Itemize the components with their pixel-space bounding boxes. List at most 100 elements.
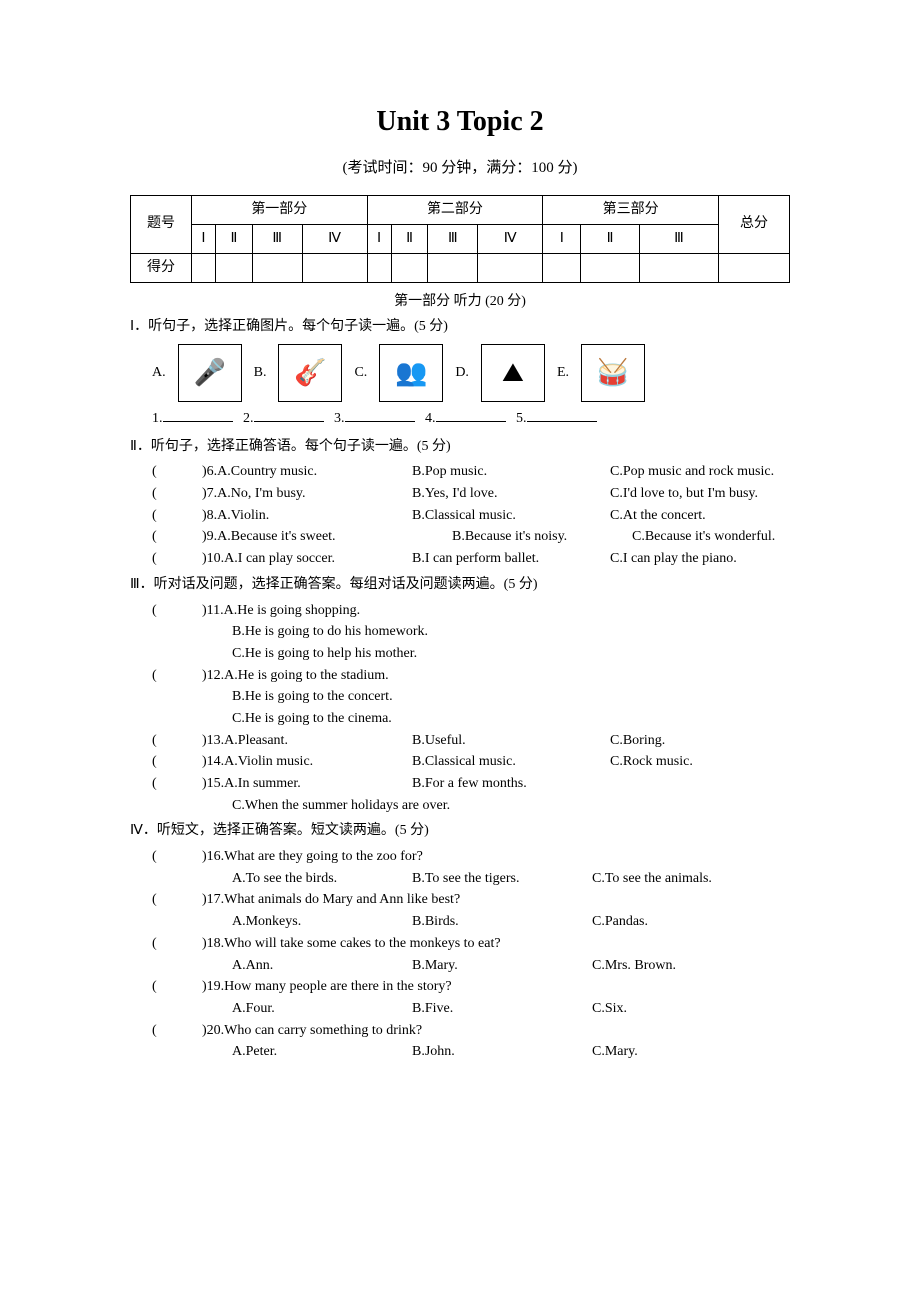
q19-opts: A.Four. B.Five. C.Six. bbox=[232, 998, 790, 1020]
score-sub: Ⅳ bbox=[302, 224, 367, 253]
opt-a: A.Violin. bbox=[217, 508, 269, 523]
paren: ( bbox=[152, 461, 202, 483]
score-label-2: 得分 bbox=[131, 253, 192, 282]
paren: ( bbox=[152, 505, 202, 527]
opt-c: C.Mrs. Brown. bbox=[592, 955, 676, 977]
opt-b: B.He is going to the concert. bbox=[232, 686, 790, 708]
blank-num: 4. bbox=[425, 411, 436, 426]
opt-c: C.When the summer holidays are over. bbox=[232, 795, 790, 817]
score-table: 题号 第一部分 第二部分 第三部分 总分 Ⅰ Ⅱ Ⅲ Ⅳ Ⅰ Ⅱ Ⅲ Ⅳ Ⅰ Ⅱ… bbox=[130, 195, 790, 283]
opt-c: C.Rock music. bbox=[610, 751, 693, 773]
opt-a: A.Country music. bbox=[217, 464, 317, 479]
question-9: ( )9.A.Because it's sweet. B.Because it'… bbox=[152, 526, 790, 548]
opt-c: C.To see the animals. bbox=[592, 868, 712, 890]
opt-a: A.Four. bbox=[232, 998, 412, 1020]
paren: ( bbox=[152, 889, 202, 911]
exam-subtitle: (考试时间：90 分钟，满分：100 分) bbox=[130, 157, 790, 180]
opt-c: C.I can play the piano. bbox=[610, 548, 737, 570]
opt-c: C.Six. bbox=[592, 998, 627, 1020]
opt-a: A.To see the birds. bbox=[232, 868, 412, 890]
paren: ( bbox=[152, 1020, 202, 1042]
question-6: ( )6.A.Country music. B.Pop music. C.Pop… bbox=[152, 461, 790, 483]
sec4-heading: Ⅳ．听短文，选择正确答案。短文读两遍。(5 分) bbox=[130, 820, 790, 842]
opt-c: C.Pandas. bbox=[592, 911, 648, 933]
opt-c: C.Boring. bbox=[610, 730, 665, 752]
paren: ( bbox=[152, 526, 202, 548]
q-text: )18.Who will take some cakes to the monk… bbox=[202, 933, 501, 955]
opt-c: C.He is going to help his mother. bbox=[232, 643, 790, 665]
opt-c: C.I'd love to, but I'm busy. bbox=[610, 483, 758, 505]
question-7: ( )7.A.No, I'm busy. B.Yes, I'd love. C.… bbox=[152, 483, 790, 505]
band-icon: 👥 bbox=[379, 344, 443, 402]
opt-b: B.He is going to do his homework. bbox=[232, 621, 790, 643]
q-num: )8. bbox=[202, 508, 217, 523]
paren: ( bbox=[152, 600, 202, 622]
opt-c: C.Pop music and rock music. bbox=[610, 461, 774, 483]
mountain-icon: ⛰ bbox=[481, 344, 545, 402]
paren: ( bbox=[152, 976, 202, 998]
paren: ( bbox=[152, 751, 202, 773]
opt-a: A.Ann. bbox=[232, 955, 412, 977]
sec2-heading: Ⅱ．听句子，选择正确答语。每个句子读一遍。(5 分) bbox=[130, 436, 790, 458]
q-num: )9. bbox=[202, 529, 217, 544]
image-label-a: A. bbox=[152, 362, 166, 384]
question-19: ( )19.How many people are there in the s… bbox=[152, 976, 790, 998]
score-part-3: 第三部分 bbox=[543, 195, 719, 224]
paren: ( bbox=[152, 773, 202, 795]
drums-icon: 🥁 bbox=[581, 344, 645, 402]
opt-a: A.Pleasant. bbox=[224, 733, 288, 748]
opt-b: B.To see the tigers. bbox=[412, 868, 592, 890]
q-num: )6. bbox=[202, 464, 217, 479]
blank-num: 1. bbox=[152, 411, 163, 426]
question-18: ( )18.Who will take some cakes to the mo… bbox=[152, 933, 790, 955]
paren: ( bbox=[152, 846, 202, 868]
q-num: )10. bbox=[202, 551, 224, 566]
question-10: ( )10.A.I can play soccer. B.I can perfo… bbox=[152, 548, 790, 570]
opt-c: C.At the concert. bbox=[610, 505, 706, 527]
image-label-b: B. bbox=[254, 362, 267, 384]
opt-c: C.Mary. bbox=[592, 1041, 638, 1063]
score-total: 总分 bbox=[719, 195, 790, 253]
q18-opts: A.Ann. B.Mary. C.Mrs. Brown. bbox=[232, 955, 790, 977]
score-sub: Ⅰ bbox=[543, 224, 581, 253]
q17-opts: A.Monkeys. B.Birds. C.Pandas. bbox=[232, 911, 790, 933]
opt-a: A.I can play soccer. bbox=[224, 551, 335, 566]
paren: ( bbox=[152, 483, 202, 505]
question-12: ( )12.A.He is going to the stadium. bbox=[152, 665, 790, 687]
q-text: )17.What animals do Mary and Ann like be… bbox=[202, 889, 460, 911]
score-sub: Ⅲ bbox=[252, 224, 302, 253]
opt-b: B.For a few months. bbox=[412, 773, 610, 795]
opt-b: B.Pop music. bbox=[412, 461, 610, 483]
opt-a: A.Violin music. bbox=[224, 754, 313, 769]
singer-icon: 🎤 bbox=[178, 344, 242, 402]
q20-opts: A.Peter. B.John. C.Mary. bbox=[232, 1041, 790, 1063]
opt-a: )12.A.He is going to the stadium. bbox=[202, 665, 389, 687]
blank-num: 5. bbox=[516, 411, 527, 426]
opt-b: B.Mary. bbox=[412, 955, 592, 977]
question-13: ( )13.A.Pleasant. B.Useful. C.Boring. bbox=[152, 730, 790, 752]
image-label-d: D. bbox=[455, 362, 469, 384]
q-num: )13. bbox=[202, 733, 224, 748]
opt-c: C.Because it's wonderful. bbox=[632, 526, 775, 548]
sec3-heading: Ⅲ．听对话及问题，选择正确答案。每组对话及问题读两遍。(5 分) bbox=[130, 574, 790, 596]
image-label-e: E. bbox=[557, 362, 569, 384]
opt-a: A.Peter. bbox=[232, 1041, 412, 1063]
blank-num: 2. bbox=[243, 411, 254, 426]
opt-b: B.Classical music. bbox=[412, 505, 610, 527]
question-17: ( )17.What animals do Mary and Ann like … bbox=[152, 889, 790, 911]
score-sub: Ⅰ bbox=[192, 224, 216, 253]
opt-b: B.Birds. bbox=[412, 911, 592, 933]
opt-a: A.In summer. bbox=[224, 776, 301, 791]
score-sub: Ⅰ bbox=[367, 224, 391, 253]
image-choices: A. 🎤 B. 🎸 C. 👥 D. ⛰ E. 🥁 bbox=[152, 344, 790, 402]
question-20: ( )20.Who can carry something to drink? bbox=[152, 1020, 790, 1042]
score-sub: Ⅲ bbox=[428, 224, 478, 253]
opt-a: A.No, I'm busy. bbox=[217, 486, 305, 501]
score-sub: Ⅱ bbox=[581, 224, 640, 253]
question-8: ( )8.A.Violin. B.Classical music. C.At t… bbox=[152, 505, 790, 527]
score-label-1: 题号 bbox=[131, 195, 192, 253]
blank-num: 3. bbox=[334, 411, 345, 426]
score-part-2: 第二部分 bbox=[367, 195, 543, 224]
question-16: ( )16.What are they going to the zoo for… bbox=[152, 846, 790, 868]
score-sub: Ⅲ bbox=[639, 224, 718, 253]
